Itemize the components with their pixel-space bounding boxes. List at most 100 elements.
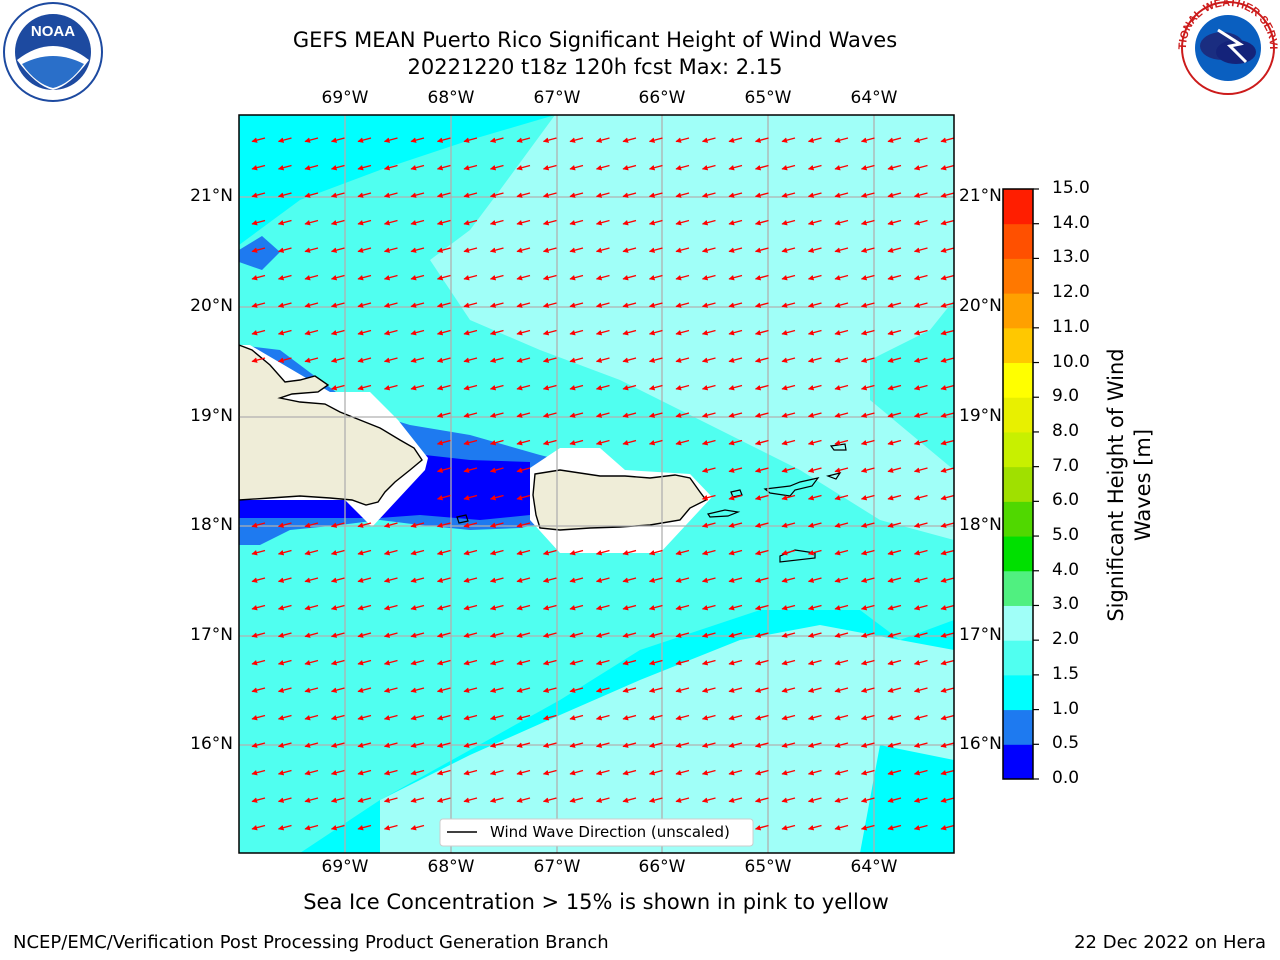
wave-direction-arrow <box>807 797 822 803</box>
wave-direction-arrow <box>701 549 716 556</box>
noaa-logo-text: NOAA <box>31 23 75 40</box>
wave-direction-arrow <box>913 769 928 776</box>
wave-direction-arrow <box>781 769 796 776</box>
wave-direction-arrow <box>277 577 292 583</box>
wave-direction-arrow <box>754 632 769 638</box>
wave-direction-arrow <box>913 549 928 556</box>
wave-direction-arrow <box>622 302 637 308</box>
wave-direction-arrow <box>595 384 610 391</box>
wave-direction-arrow <box>542 549 557 556</box>
wave-direction-arrow <box>330 384 345 391</box>
wave-direction-arrow <box>251 577 266 583</box>
wave-direction-arrow <box>330 192 345 198</box>
wave-direction-arrow <box>516 219 531 226</box>
wave-direction-arrow <box>860 824 875 831</box>
wave-direction-arrow <box>834 522 849 528</box>
wave-direction-arrow <box>834 164 849 171</box>
wave-direction-arrow <box>701 632 716 638</box>
wave-direction-arrow <box>940 302 954 308</box>
wave-direction-arrow <box>834 632 849 638</box>
wave-direction-arrow <box>754 274 769 281</box>
wave-direction-arrow <box>436 247 451 253</box>
wave-direction-arrow <box>277 742 292 748</box>
wave-direction-arrow <box>701 577 716 583</box>
wave-direction-arrow <box>516 357 531 363</box>
wave-direction-arrow <box>569 439 584 446</box>
wave-direction-arrow <box>940 632 954 638</box>
wave-direction-arrow <box>754 329 769 336</box>
wave-direction-arrow <box>860 714 875 721</box>
wave-direction-arrow <box>834 577 849 583</box>
wave-direction-arrow <box>330 604 345 611</box>
wave-direction-arrow <box>807 549 822 556</box>
wave-direction-arrow <box>251 274 266 281</box>
wave-direction-arrow <box>728 549 743 556</box>
wave-direction-arrow <box>781 604 796 611</box>
wave-direction-arrow <box>277 274 292 281</box>
wave-direction-arrow <box>860 549 875 556</box>
colorbar-tick-label: 12.0 <box>1052 282 1090 303</box>
wave-direction-arrow <box>330 219 345 226</box>
wave-direction-arrow <box>436 742 451 748</box>
wave-direction-arrow <box>913 632 928 638</box>
colorbar-swatch <box>1003 744 1033 780</box>
wave-direction-arrow <box>675 797 690 803</box>
wave-direction-arrow <box>728 604 743 611</box>
wave-direction-arrow <box>357 219 372 226</box>
wave-direction-arrow <box>569 164 584 171</box>
wave-direction-arrow <box>595 687 610 693</box>
wave-direction-arrow <box>569 769 584 776</box>
wave-direction-arrow <box>701 659 716 666</box>
wave-direction-arrow <box>410 329 425 336</box>
colorbar-tick-label: 0.5 <box>1052 733 1080 754</box>
wave-direction-arrow <box>251 357 266 363</box>
wave-direction-arrow <box>834 412 849 418</box>
wave-direction-arrow <box>383 302 398 308</box>
wave-direction-arrow <box>569 714 584 721</box>
wave-direction-arrow <box>701 494 716 501</box>
wave-direction-arrow <box>754 687 769 693</box>
wave-direction-arrow <box>728 274 743 281</box>
lat-label-left: 16°N <box>190 734 233 754</box>
lat-label-right: 16°N <box>959 734 1002 754</box>
wave-direction-arrow <box>807 604 822 611</box>
wave-direction-arrow <box>569 659 584 666</box>
wave-direction-arrow <box>834 687 849 693</box>
wave-direction-arrow <box>701 687 716 693</box>
wave-direction-arrow <box>940 824 954 831</box>
wave-direction-arrow <box>622 247 637 253</box>
colorbar-tick-label: 5.0 <box>1052 525 1080 546</box>
wave-direction-arrow <box>383 769 398 776</box>
wave-direction-arrow <box>595 549 610 556</box>
colorbar-swatch <box>1003 640 1033 676</box>
wave-direction-arrow <box>436 632 451 638</box>
colorbar-tick-label: 2.0 <box>1052 629 1080 650</box>
wave-direction-arrow <box>463 632 478 638</box>
wave-direction-arrow <box>463 742 478 748</box>
wave-direction-arrow <box>304 742 319 748</box>
wave-direction-arrow <box>648 632 663 638</box>
wave-direction-arrow <box>436 274 451 281</box>
wave-direction-arrow <box>436 384 451 391</box>
wave-direction-arrow <box>542 604 557 611</box>
wave-direction-arrow <box>304 329 319 336</box>
wave-direction-arrow <box>675 439 690 446</box>
wave-direction-arrow <box>728 247 743 253</box>
lon-label-top: 66°W <box>638 88 686 108</box>
wave-direction-arrow <box>728 714 743 721</box>
wave-direction-arrow <box>728 439 743 446</box>
wave-direction-arrow <box>887 219 902 226</box>
wave-direction-arrow <box>807 769 822 776</box>
wave-direction-arrow <box>728 522 743 528</box>
wave-direction-arrow <box>887 247 902 253</box>
wave-direction-arrow <box>675 384 690 391</box>
wave-direction-arrow <box>834 274 849 281</box>
wave-direction-arrow <box>595 357 610 363</box>
wave-direction-arrow <box>463 522 478 528</box>
wave-direction-arrow <box>675 687 690 693</box>
wave-direction-arrow <box>860 192 875 198</box>
wave-direction-arrow <box>304 274 319 281</box>
wave-direction-arrow <box>304 769 319 776</box>
wave-direction-arrow <box>516 549 531 556</box>
wave-direction-arrow <box>887 742 902 748</box>
